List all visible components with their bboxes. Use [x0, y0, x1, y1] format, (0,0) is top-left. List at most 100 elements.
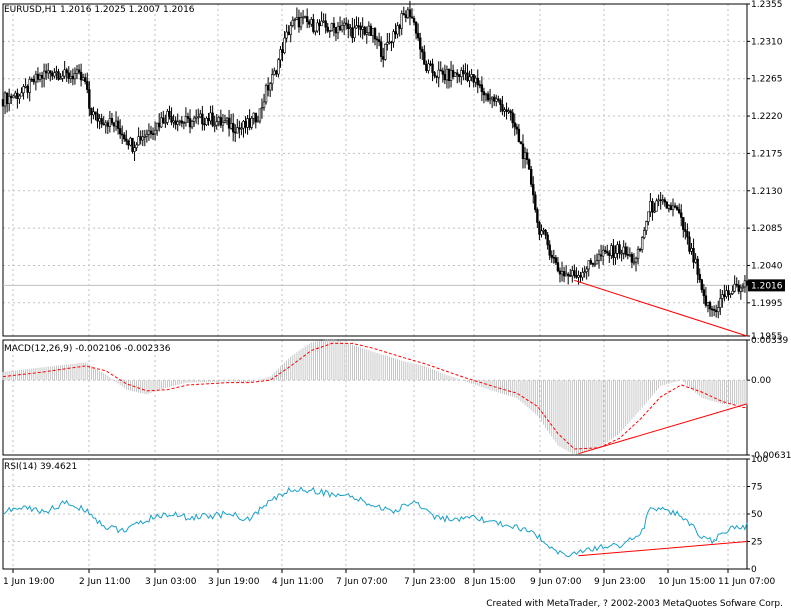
candle-body [460, 70, 463, 77]
candle [552, 249, 556, 264]
candle [252, 112, 255, 125]
candle [723, 284, 726, 302]
candle-body [166, 110, 169, 123]
candle-body [168, 110, 171, 117]
candle-body [386, 42, 389, 45]
candle [610, 243, 613, 260]
candle-body [523, 152, 527, 159]
candle-body [645, 221, 648, 231]
candle [382, 47, 385, 68]
candle-body [180, 120, 184, 124]
candle-body [540, 230, 543, 235]
candle [139, 130, 142, 145]
candle-body [569, 275, 572, 277]
macd-trendline [578, 403, 748, 455]
candle-body [110, 118, 114, 124]
candle-body [723, 294, 726, 297]
candle-body [201, 113, 204, 125]
candle [710, 305, 714, 317]
current-price-label: 1.2016 [751, 281, 783, 291]
candle-body [338, 25, 342, 31]
candle-body [441, 70, 445, 75]
candle-body [493, 96, 496, 102]
candle-body [236, 127, 239, 134]
candle [671, 198, 675, 217]
candle-body [153, 129, 157, 135]
candle [416, 23, 420, 41]
time-axis: 1 Jun 19:00 2 Jun 11:00 3 Jun 03:00 3 Jun 1… [3, 569, 775, 587]
candle [283, 31, 286, 55]
price-tick-label: 1.2085 [751, 224, 783, 234]
candle [653, 202, 656, 214]
candle [731, 285, 734, 296]
candle [207, 112, 210, 126]
x-tick-label: 8 Jun 15:00 [464, 577, 516, 587]
candle [421, 46, 424, 61]
candle [532, 176, 535, 204]
candle-body [36, 73, 40, 80]
candle-body [534, 194, 537, 210]
macd-tick-label: -0.00631 [751, 451, 791, 461]
candle [622, 240, 625, 260]
candle-body [112, 122, 116, 127]
candle-body [182, 122, 186, 124]
candle-body [702, 289, 706, 297]
candle-body [677, 209, 681, 214]
candle [408, 0, 412, 26]
candle-body [669, 205, 673, 211]
candle [338, 16, 342, 32]
candle-body [260, 107, 264, 110]
candle-body [538, 222, 541, 235]
candle-body [731, 290, 734, 294]
candle [560, 261, 564, 282]
candle-body [10, 95, 13, 99]
candle-body [283, 37, 286, 54]
candle [597, 249, 601, 269]
candle [488, 88, 492, 105]
candle [149, 125, 153, 139]
candle-body [667, 205, 671, 209]
candle-body [155, 122, 159, 131]
candle [704, 287, 708, 308]
candle [363, 25, 366, 36]
candle [145, 129, 149, 143]
x-tick-label: 9 Jun 23:00 [594, 577, 646, 587]
candle-body [359, 25, 362, 30]
candle-body [636, 248, 640, 259]
candle [40, 71, 44, 88]
candle [657, 194, 660, 207]
candle-body [414, 21, 418, 34]
candle [392, 29, 395, 48]
candle-body [347, 23, 350, 29]
price-tick-label: 1.2175 [751, 149, 783, 159]
candle-body [141, 136, 144, 141]
candle-body [379, 41, 383, 57]
candle [569, 268, 572, 277]
candle [390, 40, 393, 52]
candle [176, 113, 179, 132]
candle-body [308, 21, 311, 25]
candle [324, 13, 327, 34]
candle [714, 304, 718, 318]
candle [180, 115, 184, 128]
candle-body [26, 85, 29, 93]
candle-body [271, 74, 274, 85]
candle-body [5, 92, 9, 104]
x-tick-label: 7 Jun 07:00 [336, 577, 388, 587]
candle-body [135, 144, 138, 148]
candle-body [287, 31, 290, 35]
candle [125, 130, 128, 146]
candle-body [552, 257, 556, 259]
candle [603, 246, 607, 255]
candle-body [254, 112, 257, 123]
candle [618, 240, 621, 259]
candle-body [84, 77, 87, 82]
candle [129, 136, 132, 147]
candle [61, 70, 64, 82]
candle [624, 242, 627, 258]
candle-body [81, 77, 85, 81]
candle-body [225, 117, 229, 122]
candle-body [632, 261, 636, 264]
candle-body [371, 28, 375, 36]
